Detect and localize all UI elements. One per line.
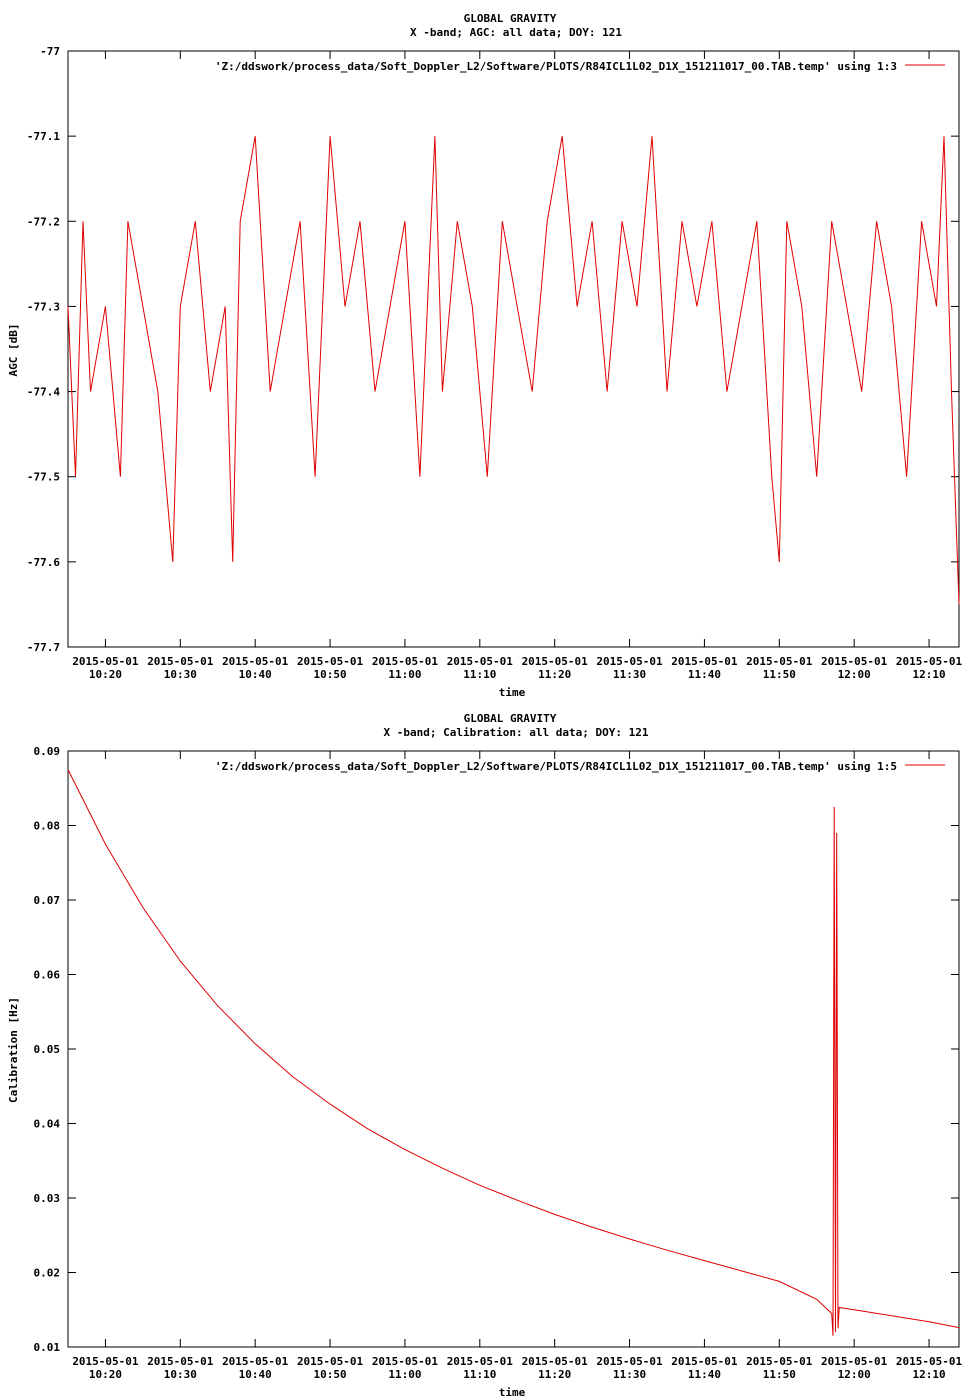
x-tick-time-label: 11:50 xyxy=(763,668,796,681)
x-tick-time-label: 10:20 xyxy=(89,1368,122,1381)
x-tick-time-label: 10:40 xyxy=(239,668,272,681)
x-tick-time-label: 12:10 xyxy=(912,1368,945,1381)
x-tick-date-label: 2015-05-01 xyxy=(147,655,214,668)
x-tick-date-label: 2015-05-01 xyxy=(297,655,364,668)
x-tick-date-label: 2015-05-01 xyxy=(222,1355,289,1368)
x-tick-time-label: 11:10 xyxy=(463,1368,496,1381)
x-tick-time-label: 10:20 xyxy=(89,668,122,681)
x-tick-date-label: 2015-05-01 xyxy=(821,655,888,668)
x-tick-date-label: 2015-05-01 xyxy=(297,1355,364,1368)
y-tick-label: -77.5 xyxy=(27,471,60,484)
x-axis-label: time xyxy=(499,686,526,699)
y-tick-label: 0.02 xyxy=(34,1267,61,1280)
x-tick-date-label: 2015-05-01 xyxy=(72,655,139,668)
agc-plot: GLOBAL GRAVITY X -band; AGC: all data; D… xyxy=(7,12,963,699)
x-tick-time-label: 11:30 xyxy=(613,1368,646,1381)
x-tick-date-label: 2015-05-01 xyxy=(147,1355,214,1368)
plot-frame xyxy=(67,50,960,648)
x-axis-label: time xyxy=(499,1386,526,1399)
x-tick-date-label: 2015-05-01 xyxy=(671,655,738,668)
x-tick-date-label: 2015-05-01 xyxy=(821,1355,888,1368)
x-tick-date-label: 2015-05-01 xyxy=(522,1355,589,1368)
x-tick-time-label: 11:20 xyxy=(538,1368,571,1381)
chart-subtitle: X -band; Calibration: all data; DOY: 121 xyxy=(384,726,649,739)
x-tick-date-label: 2015-05-01 xyxy=(896,1355,963,1368)
y-tick-label: 0.08 xyxy=(34,820,61,833)
x-tick-time-label: 12:10 xyxy=(912,668,945,681)
x-tick-date-label: 2015-05-01 xyxy=(222,655,289,668)
y-tick-label: 0.07 xyxy=(34,894,61,907)
x-tick-time-label: 11:30 xyxy=(613,668,646,681)
series-line xyxy=(67,769,960,1336)
chart-subtitle: X -band; AGC: all data; DOY: 121 xyxy=(410,26,622,39)
plot-frame xyxy=(67,750,960,1348)
x-tick-date-label: 2015-05-01 xyxy=(72,1355,139,1368)
y-tick-label: 0.06 xyxy=(34,969,61,982)
x-tick-date-label: 2015-05-01 xyxy=(522,655,589,668)
legend-label: 'Z:/ddswork/process_data/Soft_Doppler_L2… xyxy=(215,760,897,773)
x-tick-date-label: 2015-05-01 xyxy=(372,1355,439,1368)
series-line xyxy=(67,136,960,605)
x-tick-time-label: 12:00 xyxy=(838,668,871,681)
y-tick-label: -77.1 xyxy=(27,130,60,143)
x-tick-time-label: 10:30 xyxy=(164,668,197,681)
legend-label: 'Z:/ddswork/process_data/Soft_Doppler_L2… xyxy=(215,60,897,73)
y-tick-label: -77.7 xyxy=(27,641,60,654)
x-tick-time-label: 11:40 xyxy=(688,668,721,681)
chart-title: GLOBAL GRAVITY xyxy=(464,12,557,25)
x-tick-time-label: 11:00 xyxy=(388,668,421,681)
x-tick-date-label: 2015-05-01 xyxy=(671,1355,738,1368)
x-tick-date-label: 2015-05-01 xyxy=(447,655,514,668)
y-tick-label: 0.03 xyxy=(34,1192,61,1205)
y-tick-label: 0.05 xyxy=(34,1043,61,1056)
x-tick-time-label: 11:00 xyxy=(388,1368,421,1381)
x-tick-time-label: 11:40 xyxy=(688,1368,721,1381)
x-tick-date-label: 2015-05-01 xyxy=(447,1355,514,1368)
x-tick-time-label: 12:00 xyxy=(838,1368,871,1381)
y-axis-label: Calibration [Hz] xyxy=(7,997,20,1103)
x-tick-date-label: 2015-05-01 xyxy=(596,655,663,668)
x-tick-time-label: 10:50 xyxy=(313,668,346,681)
chart-title: GLOBAL GRAVITY xyxy=(464,712,557,725)
x-tick-date-label: 2015-05-01 xyxy=(372,655,439,668)
y-tick-label: -77.4 xyxy=(27,386,60,399)
x-tick-date-label: 2015-05-01 xyxy=(596,1355,663,1368)
y-tick-label: 0.04 xyxy=(34,1118,61,1131)
x-tick-time-label: 10:50 xyxy=(313,1368,346,1381)
y-tick-label: -77 xyxy=(40,45,60,58)
x-tick-date-label: 2015-05-01 xyxy=(896,655,963,668)
y-tick-label: -77.3 xyxy=(27,300,60,313)
x-tick-time-label: 10:40 xyxy=(239,1368,272,1381)
x-tick-time-label: 11:50 xyxy=(763,1368,796,1381)
y-tick-label: -77.6 xyxy=(27,556,60,569)
y-tick-label: 0.01 xyxy=(34,1341,61,1354)
y-tick-label: -77.2 xyxy=(27,215,60,228)
x-tick-time-label: 10:30 xyxy=(164,1368,197,1381)
calibration-plot: GLOBAL GRAVITY X -band; Calibration: all… xyxy=(7,712,963,1399)
x-tick-date-label: 2015-05-01 xyxy=(746,1355,813,1368)
x-tick-date-label: 2015-05-01 xyxy=(746,655,813,668)
y-axis-label: AGC [dB] xyxy=(7,324,20,377)
y-tick-label: 0.09 xyxy=(34,745,61,758)
x-tick-time-label: 11:20 xyxy=(538,668,571,681)
x-tick-time-label: 11:10 xyxy=(463,668,496,681)
